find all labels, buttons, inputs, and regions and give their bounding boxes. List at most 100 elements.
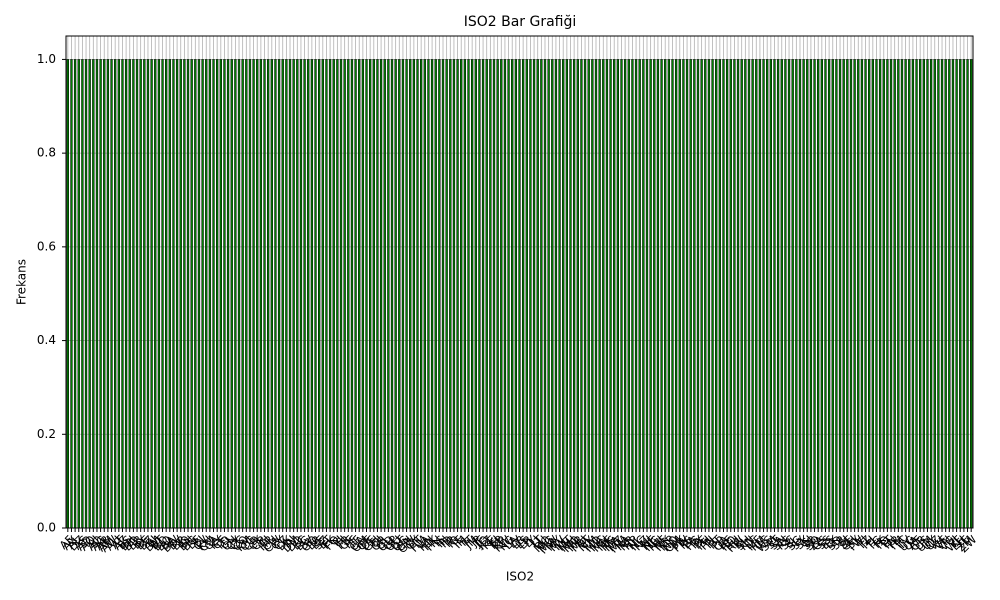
bar — [430, 59, 434, 529]
bar — [292, 59, 295, 529]
bar — [219, 59, 222, 529]
y-tick-label: 0.8 — [37, 146, 56, 160]
bar — [321, 59, 324, 529]
bar — [908, 59, 911, 529]
bar — [551, 59, 554, 529]
bar — [824, 59, 827, 529]
bar — [623, 59, 627, 529]
bar — [562, 59, 565, 529]
bar — [347, 59, 350, 529]
bar — [540, 59, 543, 529]
bar — [554, 59, 558, 529]
bar — [529, 59, 532, 529]
bar — [114, 59, 117, 529]
bar — [387, 59, 390, 529]
bar — [616, 59, 620, 529]
bar — [642, 59, 645, 529]
bar — [889, 59, 893, 529]
bar — [368, 59, 372, 529]
bar — [423, 59, 426, 529]
bar — [77, 59, 80, 529]
bar — [915, 59, 918, 529]
bar — [103, 59, 106, 529]
bar — [638, 59, 641, 529]
bar — [500, 59, 503, 529]
bar — [288, 59, 292, 529]
bar — [598, 59, 601, 529]
bar — [161, 59, 164, 529]
bar — [405, 59, 408, 529]
bar — [744, 59, 747, 529]
bar — [328, 59, 332, 529]
bar — [154, 59, 157, 529]
bar — [256, 59, 259, 529]
bar — [922, 59, 925, 529]
bar — [143, 59, 146, 529]
bar — [791, 59, 794, 529]
bar — [904, 59, 907, 529]
bar — [186, 59, 190, 529]
bar — [558, 59, 561, 529]
bar — [73, 59, 77, 529]
bar — [474, 59, 477, 529]
bar — [379, 59, 383, 529]
bar — [755, 59, 758, 529]
bar — [398, 59, 401, 529]
bar — [671, 59, 674, 529]
bar — [441, 59, 445, 529]
bar — [725, 59, 729, 529]
bar — [263, 59, 266, 529]
bar — [511, 59, 514, 529]
y-axis-label: Frekans — [15, 259, 29, 305]
bar — [339, 59, 343, 529]
y-tick-label: 0.0 — [37, 521, 56, 535]
bar — [150, 59, 153, 529]
bar — [860, 59, 864, 529]
bar — [205, 59, 208, 529]
bar — [226, 59, 230, 529]
bar — [303, 59, 306, 529]
bar — [135, 59, 139, 529]
bar — [547, 59, 550, 529]
bar — [846, 59, 849, 529]
bar — [660, 59, 663, 529]
bar — [758, 59, 762, 529]
bar — [962, 59, 966, 529]
y-tick-label: 0.6 — [37, 239, 56, 253]
bar — [452, 59, 456, 529]
bar — [667, 59, 671, 529]
bar — [121, 59, 124, 529]
bar — [212, 59, 215, 529]
bar — [587, 59, 590, 529]
bar — [827, 59, 831, 529]
bar — [857, 59, 860, 529]
bar — [252, 59, 255, 529]
bar — [536, 59, 539, 529]
bar — [245, 59, 248, 529]
bar — [456, 59, 459, 529]
bar — [343, 59, 346, 529]
bar — [620, 59, 623, 529]
bar — [354, 59, 357, 529]
bar — [970, 59, 973, 529]
bar — [919, 59, 922, 529]
bar — [409, 59, 412, 529]
bar — [332, 59, 335, 529]
bar — [438, 59, 441, 529]
bar — [394, 59, 397, 529]
bar — [795, 59, 798, 529]
bar — [478, 59, 481, 529]
bar — [492, 59, 496, 529]
bar — [678, 59, 681, 529]
bar — [307, 59, 310, 529]
bar — [95, 59, 99, 529]
bar — [175, 59, 179, 529]
bar — [784, 59, 787, 529]
bar — [274, 59, 277, 529]
bar — [390, 59, 394, 529]
bar — [270, 59, 273, 529]
bar — [165, 59, 168, 529]
bar — [507, 59, 510, 529]
bar — [277, 59, 281, 529]
bar — [886, 59, 889, 529]
